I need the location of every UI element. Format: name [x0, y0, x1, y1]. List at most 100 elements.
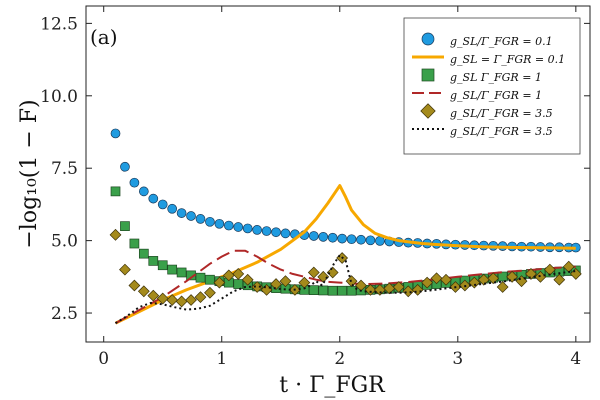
data-point-diamond	[307, 266, 320, 279]
y-tick-label: 5.0	[51, 232, 78, 252]
data-point-circle	[346, 234, 357, 245]
data-point-diamond	[383, 282, 396, 295]
data-point-diamond	[525, 268, 537, 280]
data-point-diamond	[194, 291, 207, 303]
plot-frame	[85, 5, 591, 343]
data-point-diamond	[569, 268, 582, 280]
series-line	[114, 254, 576, 325]
data-point-diamond	[213, 276, 226, 289]
data-point-circle	[280, 228, 291, 239]
data-point-diamond	[175, 295, 188, 308]
data-point-diamond	[440, 273, 452, 286]
data-point-circle	[120, 161, 130, 172]
legend-entry-4: g_SL/Γ_FGR = 1	[450, 89, 542, 102]
legend-entry-3: g_SL Γ_FGR = 1	[450, 71, 542, 84]
data-point-circle	[261, 226, 272, 236]
y-axis-label: −log₁₀(1 − F)	[17, 99, 42, 248]
x-tick-label: 2	[334, 349, 345, 369]
legend: g_SL/Γ_FGR = 0.1 g_SL = Γ_FGR = 0.1 g_SL…	[403, 17, 581, 155]
series-6	[114, 254, 576, 325]
data-point-square	[233, 279, 244, 289]
data-point-square	[308, 285, 319, 296]
legend-entry-5: g_SL/Γ_FGR = 3.5	[450, 107, 553, 120]
data-point-square	[346, 285, 357, 296]
data-point-diamond	[496, 281, 509, 293]
chart-series	[109, 128, 582, 325]
data-point-square	[337, 285, 347, 296]
data-point-circle	[148, 193, 159, 204]
legend-symbols	[412, 32, 444, 130]
data-point-square	[129, 238, 140, 249]
data-point-circle	[157, 199, 168, 210]
data-point-diamond	[270, 278, 282, 290]
data-point-square	[138, 248, 149, 259]
legend-marker-1	[421, 32, 435, 46]
data-point-diamond	[137, 285, 150, 298]
data-point-diamond	[147, 289, 160, 302]
data-point-circle	[252, 225, 262, 235]
series-line	[115, 249, 576, 325]
data-point-circle	[308, 231, 319, 241]
data-point-diamond	[553, 273, 566, 286]
data-point-diamond	[241, 273, 254, 286]
data-point-circle	[271, 227, 281, 238]
y-tick-label: 2.5	[51, 304, 78, 324]
data-point-diamond	[364, 283, 377, 296]
data-point-diamond	[119, 263, 131, 276]
legend-entry-2: g_SL = Γ_FGR = 0.1	[450, 53, 565, 66]
data-point-square	[120, 221, 130, 231]
series-4	[115, 249, 576, 325]
data-point-diamond	[232, 268, 245, 280]
data-point-diamond	[185, 294, 197, 306]
legend-entry-6: g_SL/Γ_FGR = 3.5	[450, 125, 553, 138]
x-tick-label: 3	[452, 349, 463, 369]
data-point-circle	[242, 223, 253, 234]
legend-marker-5	[420, 103, 436, 119]
x-tick-label: 0	[98, 349, 109, 369]
data-point-diamond	[374, 283, 386, 296]
data-point-circle	[365, 235, 376, 246]
data-point-circle	[205, 216, 215, 227]
data-point-diamond	[477, 273, 490, 286]
data-point-diamond	[279, 275, 292, 288]
data-point-circle	[195, 214, 206, 224]
data-point-square	[167, 264, 178, 275]
axis-ticks: 0 1 2 3 4 2.5 5.0 7.5 10.0 12.5	[40, 6, 590, 369]
data-point-square	[157, 260, 168, 271]
data-point-circle	[356, 234, 366, 245]
data-point-circle	[214, 218, 225, 229]
data-point-diamond	[402, 285, 415, 298]
y-tick-label: 7.5	[51, 159, 78, 179]
data-point-circle	[337, 233, 347, 244]
data-point-square	[195, 272, 206, 283]
data-point-diamond	[251, 281, 264, 293]
data-point-square	[205, 274, 215, 285]
data-point-circle	[110, 128, 121, 139]
data-point-circle	[318, 232, 329, 242]
data-point-square	[318, 285, 329, 296]
data-point-diamond	[156, 292, 169, 305]
data-point-square	[110, 186, 121, 197]
y-tick-label: 12.5	[40, 14, 78, 34]
panel-label: (a)	[90, 25, 118, 49]
data-point-diamond	[487, 272, 500, 285]
x-tick-label: 1	[216, 349, 227, 369]
data-point-square	[176, 267, 187, 278]
data-point-diamond	[430, 272, 443, 285]
data-point-circle	[223, 220, 234, 231]
data-point-circle	[138, 186, 149, 197]
data-point-square	[327, 285, 338, 296]
legend-entry-1: g_SL/Γ_FGR = 0.1	[450, 35, 553, 48]
data-point-diamond	[326, 266, 339, 279]
data-point-circle	[186, 211, 196, 221]
y-tick-label: 10.0	[40, 87, 78, 107]
data-point-diamond	[222, 269, 235, 282]
x-tick-label: 4	[570, 349, 581, 369]
data-point-diamond	[392, 281, 405, 293]
data-point-square	[148, 256, 159, 266]
data-point-diamond	[166, 294, 179, 306]
data-point-diamond	[468, 276, 481, 289]
data-point-circle	[129, 177, 140, 188]
data-point-circle	[327, 232, 338, 243]
